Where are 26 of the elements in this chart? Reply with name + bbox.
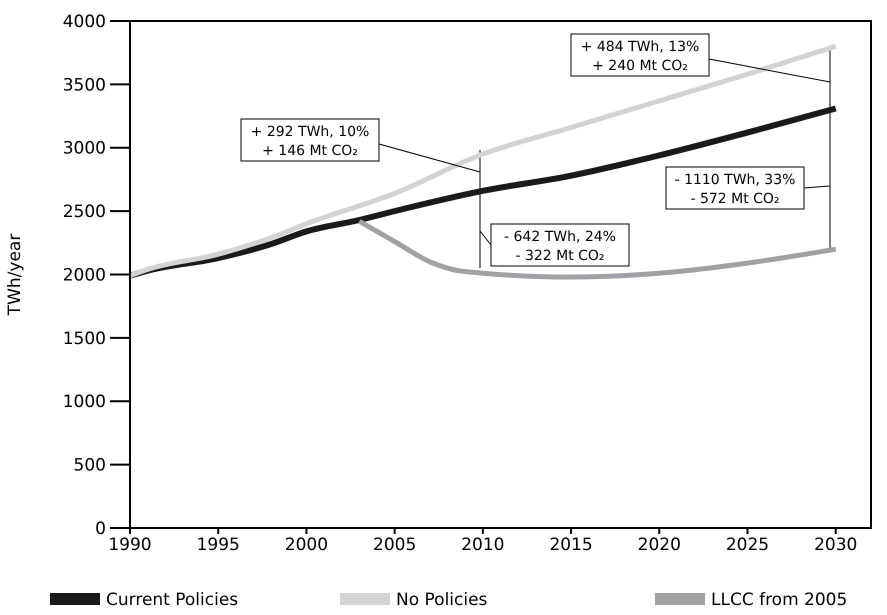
y-tick-label: 3000 bbox=[62, 138, 106, 159]
y-tick-label: 4000 bbox=[62, 12, 106, 32]
y-tick-label: 0 bbox=[95, 518, 106, 539]
x-tick-label: 2020 bbox=[638, 535, 681, 555]
legend-label: LLCC from 2005 bbox=[711, 590, 848, 610]
y-tick-label: 2500 bbox=[62, 202, 106, 222]
y-tick-label: 2000 bbox=[62, 265, 106, 286]
y-tick-label: 1000 bbox=[62, 392, 106, 412]
legend-label: Current Policies bbox=[106, 590, 238, 610]
x-tick-label: 2010 bbox=[461, 535, 504, 555]
y-axis-title: TWh/year bbox=[5, 234, 25, 316]
annotation: - 1110 TWh, 33% - 572 Mt CO₂ bbox=[674, 172, 796, 207]
x-tick-label: 1990 bbox=[108, 535, 152, 555]
legend-label: No Policies bbox=[396, 590, 488, 610]
y-tick-label: 3500 bbox=[62, 75, 106, 96]
annotation: + 484 TWh, 13% + 240 Mt CO₂ bbox=[580, 39, 700, 74]
y-tick-label: 1500 bbox=[62, 328, 106, 349]
x-tick-label: 2025 bbox=[726, 535, 770, 555]
y-tick-label: 500 bbox=[74, 456, 106, 476]
x-tick-label: 2000 bbox=[284, 535, 328, 555]
x-tick-label: 2015 bbox=[549, 535, 593, 555]
x-tick-label: 1995 bbox=[196, 535, 240, 555]
annotation: - 642 TWh, 24% - 322 Mt CO₂ bbox=[504, 229, 616, 264]
x-tick-label: 2005 bbox=[373, 535, 416, 555]
x-tick-label: 2030 bbox=[814, 535, 858, 555]
annotation: + 292 TWh, 10% + 146 Mt CO₂ bbox=[250, 124, 370, 159]
